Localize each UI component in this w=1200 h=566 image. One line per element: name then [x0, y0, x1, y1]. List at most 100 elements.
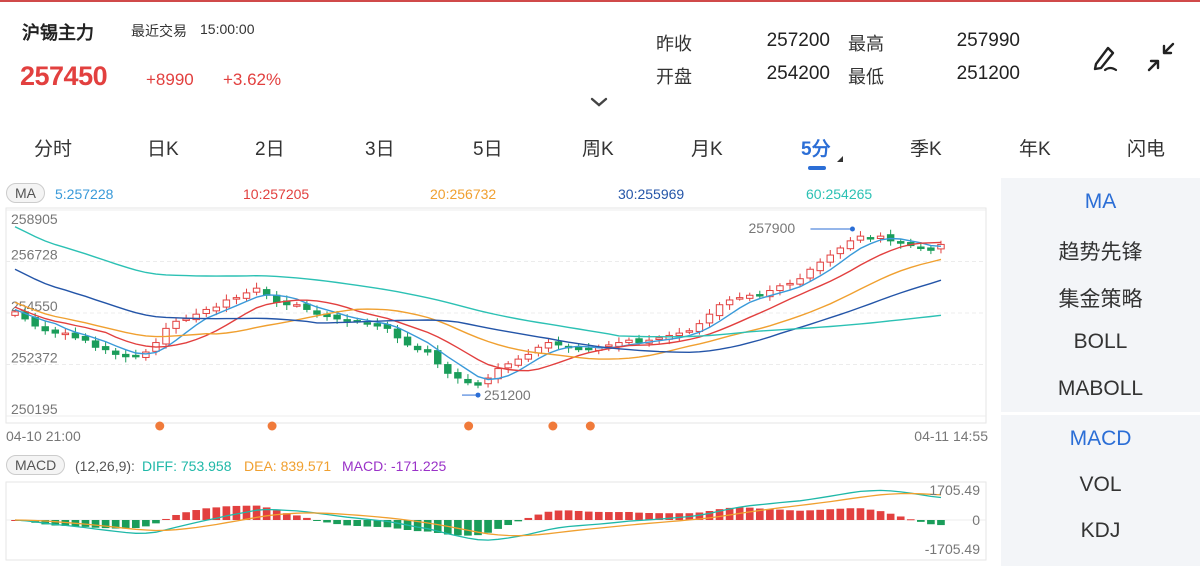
indicator-vol[interactable]: VOL: [1079, 473, 1122, 496]
chart-frame: [5, 207, 987, 424]
macd-histogram-bar: [41, 520, 50, 525]
candle-up: [816, 261, 824, 272]
macd-histogram-bar: [474, 520, 482, 536]
macd-histogram-bar: [222, 506, 231, 520]
macd-histogram-bar: [695, 512, 704, 520]
signal-dot: [464, 421, 474, 431]
macd-histogram-bar: [645, 512, 653, 520]
chevron-down-icon[interactable]: [590, 96, 608, 108]
last-price: 257450: [20, 61, 108, 91]
macd-histogram-bar: [615, 512, 623, 520]
macd-chart[interactable]: 1705.49 0 -1705.49: [0, 476, 1000, 564]
candle-up: [695, 323, 704, 332]
collapse-arrows-icon[interactable]: [1145, 40, 1179, 74]
ma10-value: 10:257205: [243, 186, 310, 202]
candle-up: [725, 299, 734, 306]
high-annotation: 257900: [748, 220, 795, 236]
prev-close-value: 257200: [766, 30, 830, 51]
tab-5min[interactable]: 5分: [801, 139, 831, 160]
tab-5day[interactable]: 5日: [473, 139, 503, 160]
macd-histogram-bar: [776, 509, 784, 520]
macd-dea-line: [14, 492, 942, 537]
candle-up: [605, 344, 613, 348]
tab-flash[interactable]: 闪电: [1127, 139, 1166, 160]
macd-histogram-bar: [343, 520, 351, 526]
macd-histogram-bar: [393, 520, 402, 529]
ma20-line: [14, 258, 942, 360]
tab-dropdown-caret-icon[interactable]: [837, 156, 843, 162]
ma-legend-chip[interactable]: MA: [6, 183, 45, 203]
macd-histogram-bar: [725, 507, 734, 520]
macd-histogram-bar: [192, 510, 201, 520]
candle-up: [806, 268, 814, 279]
indicator-kdj[interactable]: KDJ: [1080, 519, 1121, 542]
tab-intraday[interactable]: 分时: [34, 139, 73, 160]
candle-down: [272, 294, 281, 303]
indicator-boll[interactable]: BOLL: [1073, 330, 1128, 353]
top-accent-line: [0, 0, 1200, 2]
macd-histogram-bar: [705, 511, 714, 520]
indicator-trend-pioneer[interactable]: 趋势先锋: [1058, 241, 1143, 264]
macd-histogram-bar: [172, 514, 180, 520]
price-change: +8990: [146, 70, 194, 89]
last-trade-time: 15:00:00: [200, 21, 255, 37]
candle-up: [675, 332, 684, 336]
x-end-label: 04-11 14:55: [914, 428, 988, 444]
macd-histogram-bar: [443, 520, 452, 535]
candle-down: [132, 354, 140, 358]
macd-histogram-bar: [635, 512, 643, 520]
macd-histogram-bar: [293, 515, 301, 520]
macd-histogram-bar: [876, 511, 885, 520]
candle-up: [514, 358, 522, 366]
macd-histogram-bar: [383, 520, 392, 528]
draw-pen-icon[interactable]: [1088, 40, 1122, 74]
macd-legend-chip[interactable]: MACD: [6, 455, 66, 475]
x-start-label: 04-10 21:00: [6, 428, 81, 444]
candle-up: [705, 313, 714, 324]
candle-down: [41, 326, 49, 332]
tab-monthly-k[interactable]: 月K: [691, 139, 723, 160]
indicator-gold-strategy[interactable]: 集金策略: [1058, 288, 1143, 311]
macd-histogram-bar: [524, 517, 533, 520]
macd-histogram-bar: [152, 520, 160, 524]
tab-weekly-k[interactable]: 周K: [582, 139, 614, 160]
candle-up: [142, 351, 150, 358]
candle-up: [182, 318, 190, 321]
macd-histogram-bar: [544, 511, 553, 520]
macd-histogram-bar: [594, 511, 603, 520]
macd-histogram-bar: [242, 505, 251, 520]
macd-histogram-bar: [625, 511, 633, 520]
macd-histogram-bar: [937, 520, 945, 526]
macd-histogram-bar: [906, 519, 915, 521]
indicator-ma[interactable]: MA: [1084, 190, 1117, 213]
candle-up: [766, 290, 774, 298]
tab-quarterly-k[interactable]: 季K: [910, 139, 942, 160]
tab-yearly-k[interactable]: 年K: [1019, 139, 1051, 160]
candle-up: [856, 235, 865, 241]
candle-down: [756, 294, 764, 297]
candle-up: [212, 306, 221, 312]
macd-histogram-bar: [564, 510, 573, 520]
candle-up: [202, 308, 210, 314]
macd-histogram-bar: [554, 510, 563, 520]
tab-daily-k[interactable]: 日K: [147, 139, 179, 160]
macd-histogram-bar: [786, 510, 794, 520]
macd-histogram-bar: [534, 514, 543, 520]
candle-down: [363, 322, 372, 325]
macd-histogram-bar: [353, 520, 362, 526]
candle-down: [454, 372, 462, 379]
low-value: 251200: [956, 63, 1020, 84]
candle-down: [866, 237, 875, 240]
tab-3day[interactable]: 3日: [365, 139, 395, 160]
indicator-maboll[interactable]: MABOLL: [1057, 377, 1144, 400]
tab-2day[interactable]: 2日: [255, 139, 285, 160]
macd-histogram-value: MACD: -171.225: [342, 458, 447, 474]
indicator-macd[interactable]: MACD: [1069, 427, 1132, 450]
candle-down: [91, 340, 100, 348]
macd-histogram-bar: [252, 505, 261, 520]
signal-dot: [155, 421, 165, 431]
candle-up: [685, 330, 694, 333]
candle-up: [625, 339, 633, 344]
candle-up: [504, 363, 512, 369]
